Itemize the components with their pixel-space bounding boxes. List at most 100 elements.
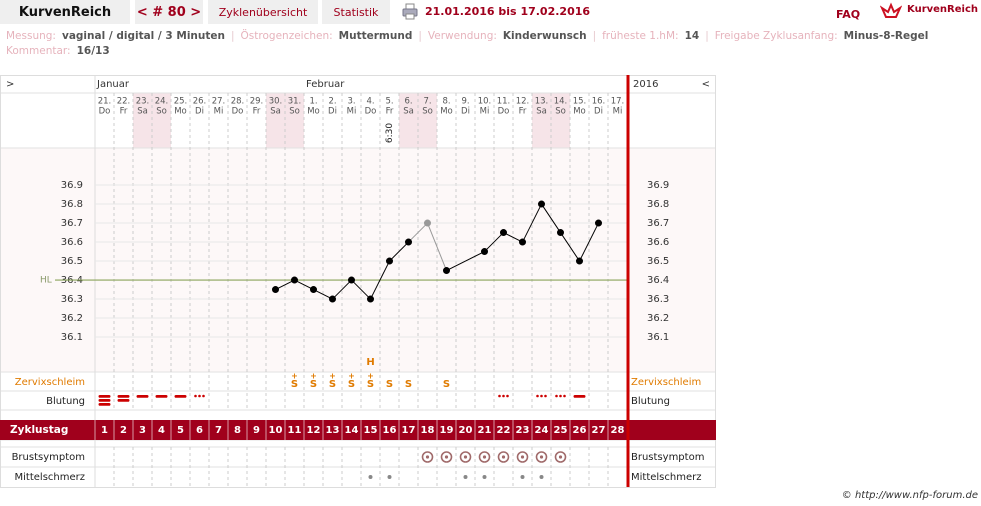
date-label: 13. [535, 97, 549, 107]
temperature-segment [541, 203, 561, 233]
midpain-mark [368, 475, 373, 479]
temperature-point [310, 286, 317, 294]
date-label: 10. [478, 97, 492, 107]
y-tick-label: 36.1 [61, 332, 83, 343]
tab[interactable]: Zyklenübersicht [208, 0, 318, 24]
bleeding-mark [174, 395, 187, 398]
logo-icon [880, 2, 902, 18]
date-range: 21.01.2016 bis 17.02.2016 [425, 5, 591, 18]
weekday-label: So [289, 107, 300, 117]
breast-symptom [516, 451, 529, 463]
weekend-shade [133, 93, 152, 148]
bleeding-mark [555, 394, 566, 398]
temperature-segment [503, 232, 523, 243]
info-label: Freigabe Zyklusanfang: [714, 30, 838, 42]
weekday-label: Mo [307, 107, 320, 117]
temperature-point [500, 229, 507, 237]
temperature-point [595, 219, 602, 227]
weekend-shade [551, 93, 570, 148]
weekend-shade [285, 93, 304, 148]
cycle-day-number: 6 [196, 425, 203, 436]
breast-symptom [554, 451, 567, 463]
midpain-mark [387, 475, 392, 479]
temperature-point [272, 286, 279, 294]
weekday-label: Mo [573, 107, 586, 117]
separator: | [705, 30, 709, 42]
midpain-mark [539, 475, 544, 479]
y-tick-label: 36.7 [647, 218, 669, 229]
row-label: Brustsymptom [12, 452, 85, 463]
cycle-day-number: 11 [288, 425, 302, 436]
weekday-label: So [156, 107, 167, 117]
weekend-shade [266, 93, 285, 148]
faq-link[interactable]: FAQ [836, 8, 861, 21]
date-label: 6. [404, 97, 412, 107]
row-label: Brustsymptom [631, 452, 704, 463]
weekday-label: Di [461, 107, 470, 117]
weekend-shade [399, 93, 418, 148]
weekday-label: Do [232, 107, 244, 117]
cervix-superscript: + [348, 372, 355, 381]
temperature-area [1, 148, 715, 372]
bleeding-mark [117, 395, 130, 402]
separator: | [592, 30, 597, 42]
temperature-segment [579, 222, 599, 262]
info-value: Minus-8-Regel [843, 30, 929, 42]
tab-label: Zyklenübersicht [218, 5, 308, 19]
date-label: 29. [250, 97, 264, 107]
date-label: 25. [174, 97, 188, 107]
cycle-day-number: 16 [383, 425, 397, 436]
weekday-label: Fr [253, 107, 261, 117]
cervix-sign: S [386, 379, 393, 390]
temperature-segment [389, 241, 409, 262]
cervix-superscript: + [291, 372, 298, 381]
weekday-label: Fr [386, 107, 394, 117]
temperature-point [367, 295, 374, 303]
cycle-day-number: 2 [120, 425, 127, 436]
weekend-shade [532, 93, 551, 148]
temperature-segment [332, 279, 352, 300]
weekday-label: Di [594, 107, 603, 117]
print-icon[interactable] [402, 3, 418, 20]
weekday-label: Di [195, 107, 204, 117]
cycle-day-number: 24 [535, 425, 549, 436]
date-label: 22. [117, 97, 131, 107]
weekday-label: Fr [120, 107, 128, 117]
cycle-day-number: 26 [573, 425, 587, 436]
cycle-day-number: 15 [364, 425, 378, 436]
tab-label: Statistik [333, 5, 379, 19]
month-label: Januar [96, 79, 130, 90]
cycle-day-number: 25 [554, 425, 568, 436]
cycle-day-number: 28 [611, 425, 625, 436]
breast-symptom [440, 451, 453, 463]
home-button[interactable]: KurvenReich [0, 0, 130, 24]
cycle-day-number: 20 [459, 425, 473, 436]
cycle-day-number: 23 [516, 425, 530, 436]
weekday-label: Do [99, 107, 111, 117]
date-label: 27. [212, 97, 226, 107]
tab[interactable]: Statistik [322, 0, 390, 24]
separator: | [231, 30, 235, 42]
weekday-label: Do [498, 107, 510, 117]
weekday-label: Di [328, 107, 337, 117]
cycle-day-label: Zyklustag [10, 424, 68, 436]
breast-symptom [535, 451, 548, 463]
date-label: 5. [385, 97, 393, 107]
cervix-sign: S [348, 379, 355, 390]
temperature-point [443, 267, 450, 275]
cycle-nav[interactable]: < # 80 > [135, 0, 203, 24]
bleeding-mark [98, 395, 111, 406]
bleeding-mark [194, 394, 205, 398]
date-label: 15. [573, 97, 587, 107]
cervix-superscript: + [310, 372, 317, 381]
cycle-day-number: 12 [307, 425, 321, 436]
date-label: 11. [497, 97, 511, 107]
date-label: 31. [288, 97, 302, 107]
weekday-label: Mi [347, 107, 357, 117]
row-label: Zervixschleim [15, 377, 85, 388]
y-tick-label: 36.5 [61, 256, 83, 267]
temperature-segment [294, 279, 314, 290]
temperature-segment [427, 222, 447, 271]
temperature-point [424, 219, 431, 227]
month-label: Februar [306, 79, 345, 90]
